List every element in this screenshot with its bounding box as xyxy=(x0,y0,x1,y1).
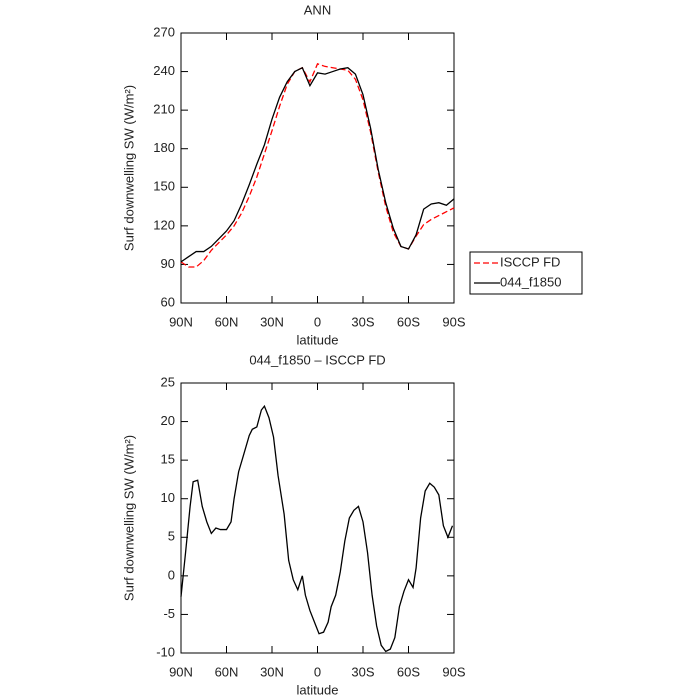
y-tick-label: 210 xyxy=(153,102,175,117)
plot-frame xyxy=(180,382,455,654)
x-axis-label: latitude xyxy=(297,332,339,347)
chart-title: ANN xyxy=(304,2,331,17)
y-tick-label: 120 xyxy=(153,217,175,232)
legend-label: ISCCP FD xyxy=(500,254,560,269)
x-tick-label: 30N xyxy=(260,664,284,679)
y-tick-label: 10 xyxy=(161,490,175,505)
y-tick-label: 90 xyxy=(161,256,175,271)
x-tick-label: 90S xyxy=(442,664,465,679)
data-line xyxy=(180,404,454,653)
y-tick-label: -5 xyxy=(163,606,175,621)
y-axis-label: Surf downwelling SW (W/m²) xyxy=(121,435,136,601)
x-tick-label: 30N xyxy=(260,314,284,329)
legend-label: 044_f1850 xyxy=(500,274,561,289)
chart-title: 044_f1850 – ISCCP FD xyxy=(249,352,385,367)
y-tick-label: 150 xyxy=(153,179,175,194)
y-tick-label: 20 xyxy=(161,413,175,428)
y-tick-label: 60 xyxy=(161,294,175,309)
x-tick-label: 0 xyxy=(314,314,321,329)
y-tick-label: 270 xyxy=(153,24,175,39)
x-axis-label: latitude xyxy=(297,682,339,697)
y-tick-label: 15 xyxy=(161,452,175,467)
y-tick-label: 0 xyxy=(168,567,175,582)
x-tick-label: 30S xyxy=(351,664,374,679)
x-tick-label: 90S xyxy=(442,314,465,329)
x-tick-label: 30S xyxy=(351,314,374,329)
x-tick-label: 60N xyxy=(215,664,239,679)
y-tick-label: 5 xyxy=(168,529,175,544)
x-tick-label: 90N xyxy=(169,664,193,679)
y-tick-label: -10 xyxy=(156,644,175,659)
y-tick-label: 25 xyxy=(161,374,175,389)
y-tick-label: 240 xyxy=(153,63,175,78)
x-tick-label: 90N xyxy=(169,314,193,329)
x-tick-label: 60N xyxy=(215,314,239,329)
y-tick-label: 180 xyxy=(153,140,175,155)
x-tick-label: 60S xyxy=(397,664,420,679)
x-tick-label: 60S xyxy=(397,314,420,329)
data-line xyxy=(180,66,455,263)
legend-box xyxy=(469,251,583,295)
y-axis-label: Surf downwelling SW (W/m²) xyxy=(121,85,136,251)
x-tick-label: 0 xyxy=(314,664,321,679)
